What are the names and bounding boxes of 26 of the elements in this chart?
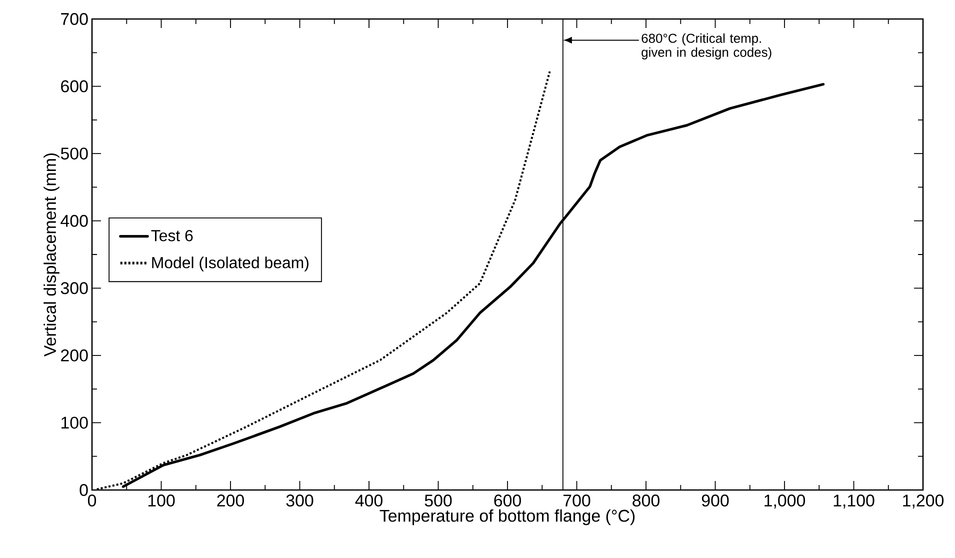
x-tick-label: 800 [632,494,660,507]
y-axis-title: Vertical displacement (mm) [44,153,60,357]
y-tick-label: 500 [60,148,88,160]
legend-label: Model (Isolated beam) [152,256,308,272]
y-tick-label: 0 [80,484,88,496]
x-tick-label: 1,000 [764,494,806,509]
y-tick-label: 100 [62,416,88,429]
y-tick-label: 400 [60,214,88,227]
x-tick-label: 1,100 [834,494,874,509]
x-tick-label: 500 [424,494,452,507]
x-tick-label: 100 [148,494,175,507]
x-axis-title: Temperature of bottom flange (°C) [380,509,635,526]
legend-label: Test 6 [151,230,193,242]
x-tick-label: 200 [217,494,244,507]
y-tick-label: 300 [60,282,88,294]
x-tick-label: 900 [702,494,729,507]
ref-line-label: 680°C (Critical temp. given in design codes) [642,33,772,60]
y-tick-label: 700 [61,13,88,26]
x-tick-label: 300 [286,494,314,507]
y-tick-label: 600 [61,80,88,92]
x-tick-label: 700 [564,494,590,507]
y-tick-label: 200 [61,349,88,362]
x-tick-label: 400 [355,494,382,507]
x-tick-label: 0 [88,494,96,507]
x-tick-label: 1,200 [903,494,944,509]
x-tick-label: 600 [494,494,521,507]
